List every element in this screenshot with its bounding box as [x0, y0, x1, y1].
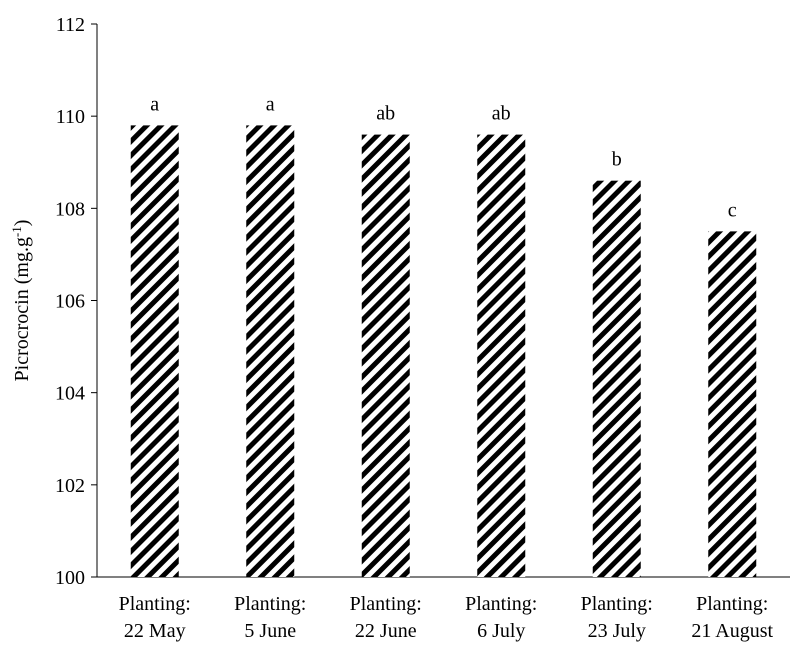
x-category-label-line: Planting:	[696, 593, 768, 615]
x-category-label: Planting: 22 June	[350, 593, 422, 642]
significance-label: ab	[492, 103, 511, 125]
label-layer: a Planting: 22 May a Planting: 5 June ab Planti…	[119, 93, 774, 642]
x-category-label-line: 23 July	[588, 620, 646, 642]
x-category-label: Planting: 22 May	[119, 593, 191, 642]
x-category-label: Planting: 5 June	[234, 593, 306, 642]
x-category-label-line: 5 June	[244, 620, 296, 642]
y-axis-title-close: )	[11, 220, 33, 227]
significance-label: b	[612, 149, 622, 171]
significance-label: c	[728, 199, 737, 221]
bar	[246, 125, 295, 577]
x-category-label-line: Planting:	[119, 593, 191, 615]
y-tick-label: 110	[56, 106, 85, 128]
x-category-label-line: 21 August	[691, 620, 773, 642]
y-tick-label: 102	[55, 475, 85, 497]
y-tick-label: 100	[55, 567, 85, 589]
x-category-label: Planting: 6 July	[465, 593, 537, 642]
bar	[708, 231, 757, 577]
y-tick-label: 108	[55, 198, 85, 220]
y-tick-label: 104	[55, 383, 85, 405]
x-category-label-line: Planting:	[465, 593, 537, 615]
bar	[592, 180, 641, 577]
significance-label: ab	[376, 103, 395, 125]
bar	[130, 125, 179, 577]
bar	[477, 134, 526, 577]
y-axis-title: Picrocrocin (mg.g-1)	[9, 220, 34, 382]
bar-layer	[130, 125, 757, 577]
axis-layer	[96, 24, 790, 578]
x-category-label-line: Planting:	[350, 593, 422, 615]
x-category-label: Planting: 21 August	[691, 593, 773, 642]
y-tick-layer: 100 102 104 106 108 110 112	[55, 14, 97, 589]
y-tick-label: 112	[56, 14, 85, 36]
significance-label: a	[150, 93, 159, 115]
x-category-label: Planting: 23 July	[581, 593, 653, 642]
x-category-label-line: 6 July	[477, 620, 525, 642]
significance-label: a	[266, 93, 275, 115]
y-axis-title-base: Picrocrocin (mg.g	[11, 237, 33, 381]
bar	[361, 134, 410, 577]
x-category-label-line: Planting:	[581, 593, 653, 615]
y-axis-title-sup: -1	[9, 226, 24, 237]
y-tick-label: 106	[55, 291, 85, 313]
x-category-label-line: 22 June	[355, 620, 417, 642]
x-category-label-line: Planting:	[234, 593, 306, 615]
x-category-label-line: 22 May	[124, 620, 186, 642]
